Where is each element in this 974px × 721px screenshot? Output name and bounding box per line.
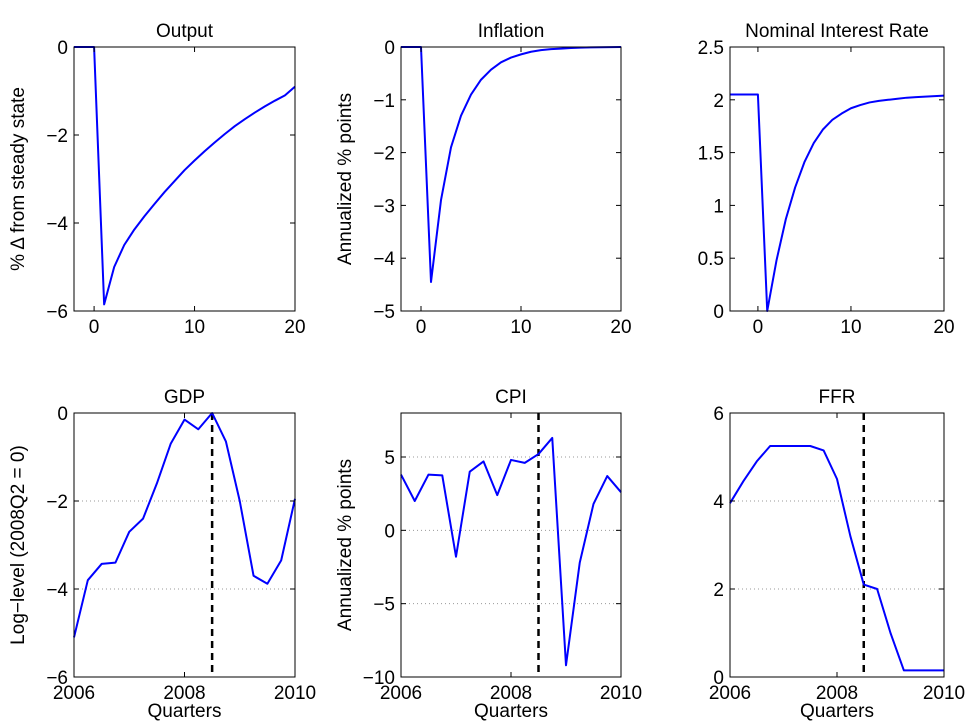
y-tick-label: −2 (373, 144, 395, 165)
x-tick-label: 20 (610, 317, 631, 338)
y-tick-label: −1 (373, 91, 395, 112)
y-tick-label: 0.5 (698, 249, 724, 270)
x-tick-label: 2008 (490, 683, 532, 704)
subplot-2: 0 10 20 −5 −4 −3 −2 −1 0 Inflation Annualized % po… (335, 21, 632, 338)
x-tick-label: 0 (89, 317, 100, 338)
series-line-1 (730, 93, 945, 312)
axes-frame (73, 46, 296, 312)
x-tick-label: 10 (184, 317, 205, 338)
subplot-title: Output (156, 21, 214, 42)
axes-frame (73, 412, 296, 678)
subplot-6: 2006 2008 2010 0 2 4 6 FFR Quarters (709, 387, 965, 721)
subplot-1: 0 10 20 −6 −4 −2 0 Output % Δ from steady state (8, 21, 306, 338)
x-axis-label: Quarters (148, 701, 222, 721)
x-tick-label: 2010 (274, 683, 316, 704)
y-tick-label: 1 (713, 196, 724, 217)
y-tick-label: −4 (46, 580, 68, 601)
x-tick-label: 20 (284, 317, 305, 338)
x-tick-label: 10 (840, 317, 861, 338)
x-tick-label: 2006 (53, 683, 95, 704)
x-tick-label: 2006 (709, 683, 751, 704)
y-tick-label: 5 (384, 448, 395, 469)
axes-frame (400, 412, 622, 678)
y-tick-label: −2 (46, 492, 68, 513)
series-line-1 (74, 46, 296, 306)
subplot-5: 2006 2008 2010 −10 −5 0 5 CPI Annualized % point… (335, 387, 642, 721)
y-tick-label: 4 (713, 492, 724, 513)
axes-frame (729, 412, 945, 678)
series-line-1 (729, 445, 944, 672)
x-axis-label: Quarters (474, 701, 548, 721)
x-tick-label: 2010 (923, 683, 965, 704)
x-tick-label: 0 (416, 317, 427, 338)
axes-frame (400, 46, 622, 312)
y-tick-label: −2 (46, 126, 68, 147)
x-tick-label: 2008 (163, 683, 205, 704)
y-axis-label: Annualized % points (335, 93, 356, 265)
y-tick-label: 0 (713, 668, 724, 689)
y-tick-label: −4 (46, 214, 68, 235)
series-line-1 (401, 46, 622, 283)
x-tick-label: 2006 (380, 683, 422, 704)
y-tick-label: 1.5 (698, 144, 724, 165)
y-axis-label: Annualized % points (335, 459, 356, 631)
y-tick-label: −4 (373, 249, 395, 270)
y-axis-label: Log−level (2008Q2 = 0) (8, 445, 29, 645)
subplot-title: CPI (495, 387, 527, 408)
y-tick-label: 2 (713, 580, 724, 601)
series-line-1 (73, 412, 296, 638)
x-tick-label: 10 (510, 317, 531, 338)
y-tick-label: 0 (384, 38, 395, 59)
subplot-title: GDP (164, 387, 205, 408)
x-axis-label: Quarters (800, 701, 874, 721)
x-tick-label: 0 (753, 317, 764, 338)
y-tick-label: 0 (57, 404, 68, 425)
subplot-title: FFR (819, 387, 856, 408)
y-tick-label: 2 (713, 91, 724, 112)
series-line-1 (400, 436, 622, 667)
subplot-title: Nominal Interest Rate (745, 21, 929, 42)
y-axis-label: % Δ from steady state (8, 87, 29, 271)
y-tick-label: 0 (713, 302, 724, 323)
subplot-title: Inflation (478, 21, 545, 42)
y-tick-label: 0 (57, 38, 68, 59)
subplot-4: 2006 2008 2010 −6 −4 −2 0 GDP Log−level (2008Q2 … (8, 387, 316, 721)
y-tick-label: −5 (373, 302, 395, 323)
y-tick-label: 0 (384, 521, 395, 542)
y-tick-label: −6 (46, 302, 68, 323)
y-tick-label: −5 (373, 595, 395, 616)
x-tick-label: 20 (933, 317, 954, 338)
x-tick-label: 2010 (600, 683, 642, 704)
axes-frame (729, 46, 945, 312)
y-tick-label: −6 (46, 668, 68, 689)
x-tick-label: 2008 (816, 683, 858, 704)
y-tick-label: 2.5 (698, 38, 724, 59)
y-tick-label: −3 (373, 196, 395, 217)
y-tick-label: −10 (363, 668, 395, 689)
y-tick-label: 6 (713, 404, 724, 425)
subplot-3: 0 10 20 0 0.5 1 1.5 2 2.5 Nominal Interest Rate (698, 21, 955, 338)
